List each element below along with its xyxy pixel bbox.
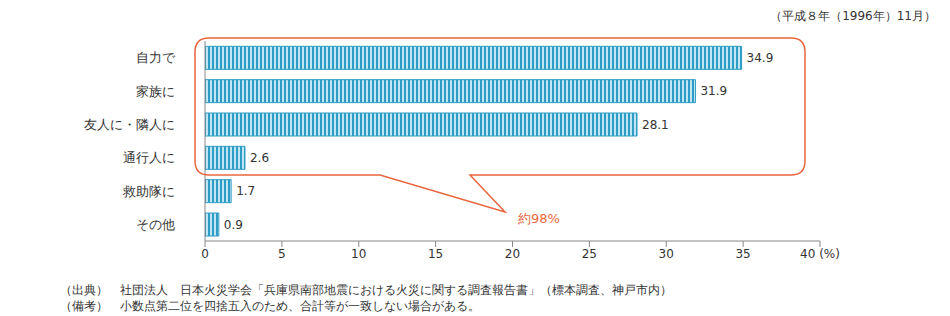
svg-text:自力で: 自力で bbox=[136, 50, 176, 65]
svg-text:1.7: 1.7 bbox=[236, 184, 255, 198]
svg-text:2.6: 2.6 bbox=[250, 151, 269, 165]
svg-text:友人に・隣人に: 友人に・隣人に bbox=[84, 117, 175, 132]
svg-text:30: 30 bbox=[659, 247, 674, 261]
svg-text:28.1: 28.1 bbox=[642, 118, 669, 132]
svg-text:通行人に: 通行人に bbox=[123, 150, 175, 165]
svg-text:31.9: 31.9 bbox=[700, 84, 727, 98]
svg-text:約98%: 約98% bbox=[518, 211, 560, 226]
html-text:（平成８年（1996年）11月）: （平成８年（1996年）11月） bbox=[770, 9, 936, 23]
svg-text:40 (%): 40 (%) bbox=[800, 247, 840, 261]
svg-text:0.9: 0.9 bbox=[224, 218, 243, 232]
svg-text:5: 5 bbox=[278, 247, 286, 261]
svg-text:0: 0 bbox=[201, 247, 209, 261]
svg-text:家族に: 家族に bbox=[136, 84, 175, 99]
svg-text:15: 15 bbox=[428, 247, 443, 261]
svg-text:10: 10 bbox=[351, 247, 366, 261]
svg-text:その他: その他 bbox=[136, 217, 175, 232]
svg-text:25: 25 bbox=[582, 247, 597, 261]
svg-text:救助隊に: 救助隊に bbox=[122, 184, 175, 199]
svg-text:35: 35 bbox=[735, 247, 750, 261]
svg-text:34.9: 34.9 bbox=[747, 51, 774, 65]
svg-text:20: 20 bbox=[505, 247, 520, 261]
html-text:（備考） 小数点第二位を四捨五入のため、合計等が一致しない場: （備考） 小数点第二位を四捨五入のため、合計等が一致しない場合がある。 bbox=[60, 299, 480, 313]
html-text:（出典） 社団法人 日本火災学会「兵庫県南部地震における火災: （出典） 社団法人 日本火災学会「兵庫県南部地震における火災に関する調査報告書」… bbox=[60, 283, 672, 297]
